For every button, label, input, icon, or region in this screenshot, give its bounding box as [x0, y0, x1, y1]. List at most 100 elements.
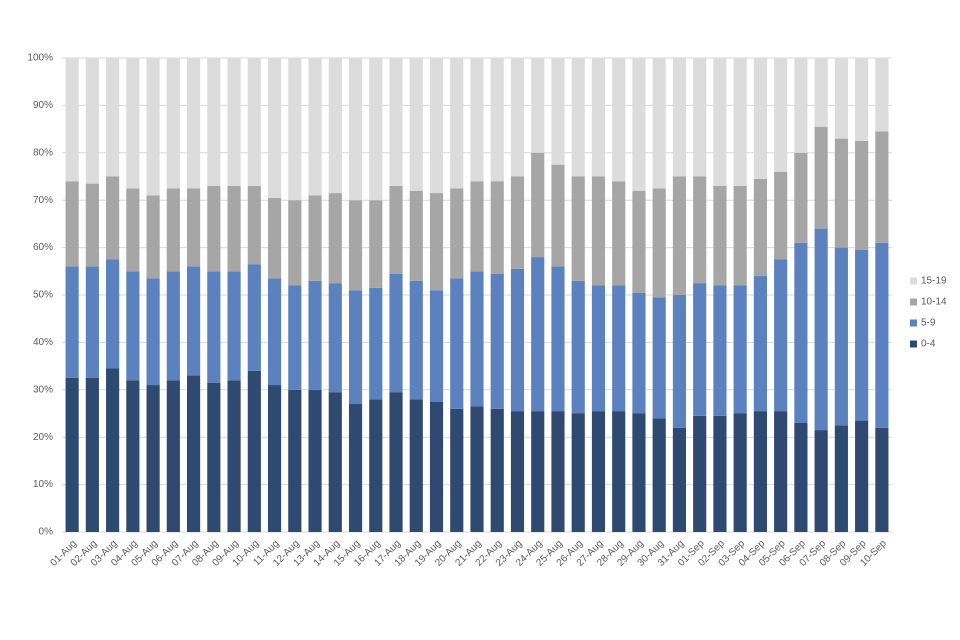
- bar-segment: [429, 193, 444, 291]
- bar-segment: [531, 411, 545, 532]
- bar-segment: [369, 399, 383, 532]
- bar-segment: [308, 389, 322, 532]
- bar-segment: [612, 58, 626, 182]
- y-tick-label: 40%: [33, 337, 53, 348]
- bar-segment: [672, 427, 687, 532]
- bar-segment: [571, 176, 585, 281]
- bar-segment: [733, 58, 747, 186]
- bar-segment: [348, 58, 363, 201]
- bar-segment: [227, 58, 241, 186]
- bar-segment: [429, 290, 444, 402]
- bar-segment: [328, 283, 342, 393]
- bar-segment: [106, 368, 120, 532]
- bar-segment: [126, 380, 140, 532]
- bar-segment: [713, 58, 727, 186]
- bar-segment: [247, 264, 261, 371]
- bar-segment: [247, 185, 261, 265]
- bar-segment: [612, 285, 626, 412]
- bar-segment: [551, 411, 565, 532]
- bar-segment: [591, 285, 606, 412]
- bar-segment: [106, 176, 120, 260]
- bar-segment: [348, 404, 363, 532]
- bar-segment: [389, 392, 403, 532]
- bar-segment: [369, 58, 383, 201]
- legend-label: 5-9: [921, 318, 936, 329]
- bar-segment: [814, 228, 828, 431]
- bar-segment: [288, 285, 302, 390]
- bar-segment: [409, 58, 423, 191]
- bar-segment: [834, 138, 848, 248]
- bar-segment: [166, 271, 180, 381]
- bar-segment: [510, 411, 525, 532]
- bar-segment: [106, 58, 120, 177]
- bar-segment: [531, 58, 545, 153]
- bar-segment: [126, 188, 140, 272]
- bar-segment: [652, 188, 666, 298]
- bar-segment: [774, 259, 788, 412]
- bar-segment: [65, 266, 79, 378]
- bar-segment: [774, 58, 788, 172]
- bar-segment: [551, 266, 565, 412]
- bar-segment: [187, 375, 201, 532]
- bar-segment: [470, 181, 484, 272]
- bar-segment: [490, 58, 504, 182]
- bar-segment: [348, 200, 363, 291]
- bar-segment: [409, 190, 423, 281]
- y-tick-label: 20%: [33, 432, 53, 443]
- bar-segment: [308, 280, 322, 390]
- bar-segment: [713, 415, 727, 532]
- bar-segment: [774, 411, 788, 532]
- bar-segment: [875, 242, 889, 428]
- legend-label: 15-19: [921, 276, 947, 287]
- bar-segment: [632, 190, 646, 293]
- bar-segment: [794, 242, 808, 423]
- bar-segment: [855, 140, 869, 250]
- bar-segment: [328, 392, 342, 532]
- bar-segment: [591, 176, 606, 286]
- bar-segment: [855, 58, 869, 141]
- bar-segment: [450, 188, 464, 279]
- bar-segment: [288, 200, 302, 286]
- y-tick-label: 80%: [33, 147, 53, 158]
- bar-segment: [834, 247, 848, 426]
- bar-segment: [571, 413, 585, 532]
- bar-segment: [207, 271, 221, 383]
- y-tick-label: 10%: [33, 479, 53, 490]
- bar-segment: [693, 415, 707, 532]
- bar-segment: [187, 188, 201, 267]
- bar-segment: [146, 195, 160, 279]
- bar-segment: [450, 58, 464, 189]
- bar-segment: [875, 58, 889, 132]
- bar-segment: [834, 425, 848, 532]
- bar-segment: [369, 200, 383, 288]
- bar-segment: [166, 58, 180, 189]
- bar-segment: [247, 58, 261, 186]
- y-tick-label: 70%: [33, 195, 53, 206]
- bar-segment: [409, 399, 423, 532]
- legend-label: 0-4: [921, 339, 936, 350]
- bar-segment: [267, 58, 282, 198]
- legend-swatch: [910, 319, 917, 327]
- bar-segment: [591, 411, 606, 532]
- bar-segment: [126, 58, 140, 189]
- bar-segment: [612, 411, 626, 532]
- bar-segment: [652, 297, 666, 419]
- bar-segment: [207, 185, 221, 272]
- bar-segment: [65, 181, 79, 267]
- bar-segment: [713, 185, 727, 286]
- bar-segment: [794, 58, 808, 153]
- bar-segment: [551, 58, 565, 165]
- bar-segment: [490, 181, 504, 274]
- bar-segment: [531, 152, 545, 258]
- bar-segment: [672, 58, 687, 177]
- bar-segment: [490, 273, 504, 409]
- bar-segment: [288, 58, 302, 201]
- bar-segment: [510, 176, 525, 269]
- bar-segment: [713, 285, 727, 416]
- bar-segment: [855, 249, 869, 421]
- bar-segment: [875, 427, 889, 532]
- bar-segment: [85, 377, 99, 532]
- bar-segment: [652, 58, 666, 189]
- bar-segment: [591, 58, 606, 177]
- bar-segment: [146, 58, 160, 196]
